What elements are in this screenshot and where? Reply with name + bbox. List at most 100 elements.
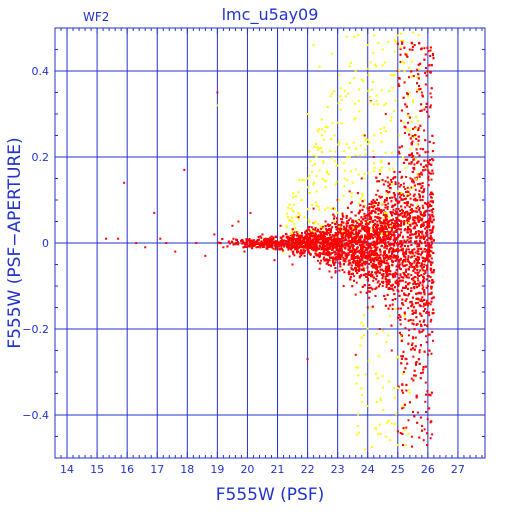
data-point	[395, 237, 398, 240]
data-point	[414, 197, 417, 200]
data-point	[318, 65, 321, 68]
data-point	[426, 353, 429, 356]
data-point	[403, 131, 406, 134]
data-point	[376, 189, 379, 192]
data-point	[404, 206, 407, 209]
data-point	[414, 188, 417, 191]
data-point	[415, 137, 418, 140]
data-point	[348, 190, 351, 193]
data-point	[378, 241, 381, 244]
data-point	[376, 232, 379, 235]
data-point	[336, 164, 339, 167]
data-point	[428, 349, 431, 352]
data-point	[286, 241, 289, 244]
data-point	[321, 252, 324, 255]
data-point	[363, 212, 366, 215]
data-point	[403, 274, 406, 277]
data-point	[408, 48, 411, 51]
data-point	[289, 239, 292, 242]
data-point	[350, 230, 353, 233]
data-point	[323, 256, 326, 259]
data-point	[345, 216, 348, 219]
data-point	[382, 233, 385, 236]
data-point	[412, 75, 415, 78]
data-point	[347, 231, 350, 234]
data-point	[423, 260, 426, 263]
data-point	[380, 221, 383, 224]
data-point	[366, 237, 369, 240]
data-point	[317, 254, 320, 257]
data-point	[352, 253, 355, 256]
data-point	[411, 249, 414, 252]
data-point	[393, 293, 396, 296]
data-point	[354, 264, 357, 267]
data-point	[426, 159, 429, 162]
data-point	[417, 274, 420, 277]
data-point	[370, 216, 373, 219]
data-point	[297, 216, 300, 219]
data-point	[251, 247, 254, 250]
data-point	[394, 271, 397, 274]
data-point	[347, 252, 350, 255]
data-point	[357, 250, 360, 253]
data-point	[382, 275, 385, 278]
data-point	[407, 283, 410, 286]
data-point	[402, 258, 405, 261]
data-point	[376, 243, 379, 246]
data-point	[390, 180, 393, 183]
data-point	[304, 249, 307, 252]
data-point	[421, 182, 424, 185]
data-point	[370, 261, 373, 264]
data-point	[248, 237, 251, 240]
data-point	[399, 323, 402, 326]
data-point	[420, 274, 423, 277]
data-point	[343, 242, 346, 245]
data-point	[393, 244, 396, 247]
data-point	[352, 261, 355, 264]
data-point	[259, 244, 262, 247]
data-point	[295, 238, 298, 241]
data-point	[386, 274, 389, 277]
data-point	[357, 261, 360, 264]
data-point	[135, 242, 138, 244]
data-point	[266, 245, 269, 248]
data-point	[395, 242, 398, 245]
data-point	[392, 247, 395, 250]
data-point	[334, 270, 337, 273]
data-point	[397, 200, 400, 203]
data-point	[259, 245, 262, 248]
data-point	[317, 240, 320, 243]
data-point	[368, 228, 371, 231]
data-point	[321, 243, 324, 246]
data-point	[403, 81, 406, 84]
data-point	[382, 282, 385, 285]
data-point	[388, 243, 391, 246]
data-point	[430, 391, 433, 394]
data-point	[419, 269, 422, 272]
data-point	[272, 247, 275, 250]
data-point	[417, 77, 420, 80]
data-point	[334, 253, 337, 256]
data-point	[318, 252, 321, 255]
data-point	[426, 165, 429, 168]
data-point	[349, 228, 352, 231]
data-point	[345, 255, 348, 258]
data-point	[323, 244, 326, 247]
data-point	[417, 279, 420, 282]
data-point	[336, 253, 339, 256]
data-point	[261, 243, 264, 246]
data-point	[429, 260, 432, 263]
data-point	[377, 257, 380, 260]
data-point	[384, 235, 387, 238]
data-point	[361, 268, 364, 271]
data-point	[428, 260, 431, 263]
data-point	[401, 355, 404, 358]
data-point	[428, 225, 431, 228]
data-point	[380, 195, 383, 198]
data-point	[363, 251, 366, 254]
data-point	[404, 264, 407, 267]
data-point	[409, 319, 412, 322]
data-point	[426, 418, 429, 421]
data-point	[405, 175, 408, 178]
data-point	[425, 312, 428, 315]
